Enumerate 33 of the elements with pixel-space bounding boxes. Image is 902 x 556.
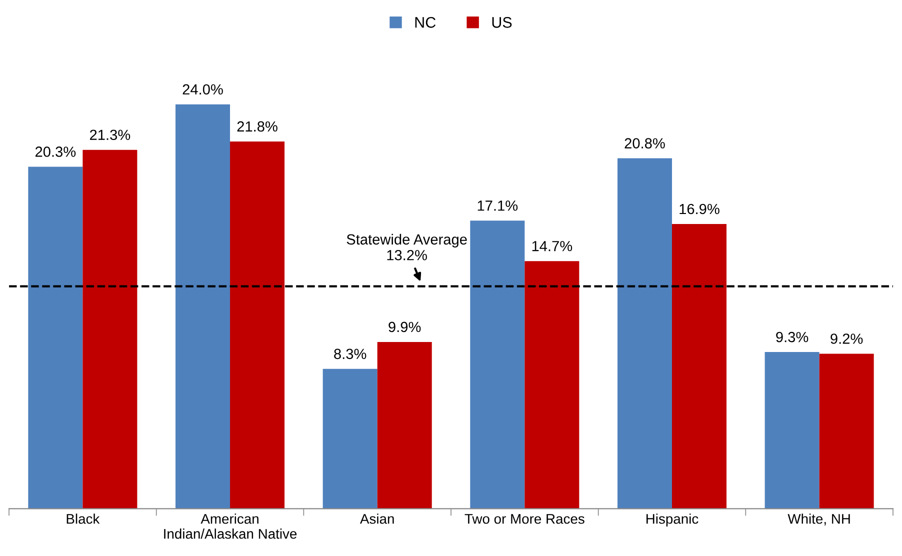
data-label: 24.0% — [182, 84, 223, 95]
x-tick-label: American Indian/Alaskan Native — [164, 514, 297, 539]
bar — [377, 342, 432, 509]
data-label: 9.2% — [830, 334, 863, 344]
data-label: 21.8% — [237, 121, 278, 132]
x-tick-label: Hispanic — [646, 514, 698, 527]
data-label: 8.3% — [334, 348, 366, 360]
bar — [176, 104, 230, 509]
data-label: 16.9% — [680, 204, 720, 214]
bar — [819, 354, 874, 509]
data-label: 17.1% — [478, 200, 518, 211]
data-label: 20.8% — [624, 138, 665, 148]
legend-label: US — [492, 17, 512, 28]
x-tick-label: Two or More Races — [464, 514, 584, 524]
ref-line-label: Statewide Average 13.2% — [346, 234, 467, 260]
bar — [764, 352, 820, 509]
bar — [322, 368, 378, 509]
data-label: 9.3% — [776, 332, 808, 342]
legend-label: NC — [415, 17, 436, 28]
bar — [230, 141, 285, 509]
bar — [672, 224, 726, 509]
bar — [28, 166, 83, 509]
bar — [82, 150, 138, 509]
data-label: 20.3% — [35, 146, 76, 157]
x-tick-label: Black — [66, 514, 100, 524]
bar — [617, 158, 672, 509]
data-label: 9.9% — [388, 322, 421, 332]
x-tick-label: Asian — [360, 514, 394, 524]
bar — [524, 261, 580, 509]
data-label: 14.7% — [532, 240, 572, 252]
bar — [470, 220, 525, 509]
x-tick-label: White, NH — [788, 514, 850, 526]
data-label: 21.3% — [90, 130, 130, 140]
